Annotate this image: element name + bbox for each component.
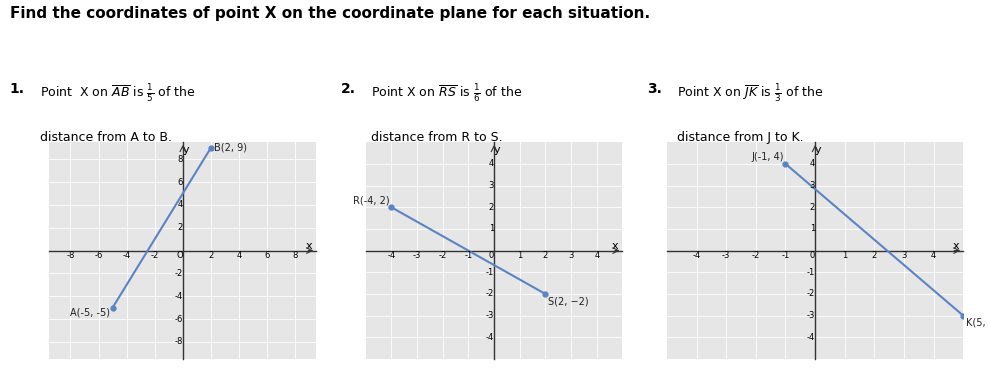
Text: 4: 4: [931, 251, 937, 260]
Text: -3: -3: [413, 251, 421, 260]
Text: -2: -2: [150, 251, 159, 260]
Text: -8: -8: [175, 337, 183, 346]
Text: 2: 2: [178, 223, 183, 232]
Text: 1.: 1.: [10, 82, 25, 96]
Text: 8: 8: [292, 251, 297, 260]
Text: 6: 6: [265, 251, 270, 260]
Text: 4: 4: [489, 159, 494, 168]
Text: 4: 4: [810, 159, 815, 168]
Text: O: O: [176, 251, 183, 260]
Text: Find the coordinates of point X on the coordinate plane for each situation.: Find the coordinates of point X on the c…: [10, 6, 650, 21]
Text: y: y: [183, 145, 190, 155]
Text: 3: 3: [568, 251, 574, 260]
Text: K(5, −3): K(5, −3): [966, 318, 988, 328]
Text: B(2, 9): B(2, 9): [213, 143, 247, 153]
Text: 2: 2: [810, 203, 815, 212]
Text: 1: 1: [489, 224, 494, 233]
Text: -3: -3: [807, 311, 815, 320]
Text: y: y: [815, 145, 822, 155]
Text: S(2, −2): S(2, −2): [548, 296, 589, 306]
Text: 2: 2: [208, 251, 213, 260]
Text: 1: 1: [810, 224, 815, 233]
Text: 8: 8: [178, 155, 183, 164]
Text: 3: 3: [810, 181, 815, 190]
Text: -2: -2: [807, 289, 815, 298]
Text: -4: -4: [387, 251, 395, 260]
Text: -8: -8: [66, 251, 75, 260]
Text: 3: 3: [901, 251, 907, 260]
Text: 3: 3: [489, 181, 494, 190]
Text: 2.: 2.: [341, 82, 356, 96]
Text: 4: 4: [178, 200, 183, 209]
Text: distance from A to B.: distance from A to B.: [40, 131, 172, 144]
Text: -4: -4: [175, 292, 183, 301]
Text: 2: 2: [489, 203, 494, 212]
Text: -4: -4: [807, 333, 815, 342]
Text: A(-5, -5): A(-5, -5): [70, 308, 110, 318]
Text: x: x: [612, 240, 618, 251]
Text: R(-4, 2): R(-4, 2): [354, 195, 390, 205]
Text: -6: -6: [175, 315, 183, 324]
Text: 2: 2: [542, 251, 548, 260]
Text: -1: -1: [807, 268, 815, 277]
Text: J(-1, 4): J(-1, 4): [752, 151, 783, 162]
Text: x: x: [305, 240, 312, 251]
Text: 6: 6: [178, 178, 183, 187]
Text: 3.: 3.: [647, 82, 662, 96]
Text: -1: -1: [464, 251, 472, 260]
Text: distance from R to S.: distance from R to S.: [370, 131, 502, 144]
Text: -2: -2: [486, 289, 494, 298]
Text: -1: -1: [782, 251, 789, 260]
Text: 0: 0: [810, 251, 815, 260]
Text: -6: -6: [94, 251, 103, 260]
Text: Point X on $\overline{JK}$ is $\frac{1}{3}$ of the: Point X on $\overline{JK}$ is $\frac{1}{…: [677, 82, 823, 104]
Text: Point X on $\overline{RS}$ is $\frac{1}{6}$ of the: Point X on $\overline{RS}$ is $\frac{1}{…: [370, 82, 522, 104]
Text: 4: 4: [594, 251, 600, 260]
Text: distance from J to K.: distance from J to K.: [677, 131, 803, 144]
Text: -3: -3: [722, 251, 730, 260]
Text: 0: 0: [489, 251, 494, 260]
Text: 2: 2: [871, 251, 877, 260]
Text: -2: -2: [175, 269, 183, 278]
Text: x: x: [952, 240, 958, 251]
Text: -2: -2: [439, 251, 447, 260]
Text: -4: -4: [123, 251, 130, 260]
Text: 1: 1: [842, 251, 848, 260]
Text: -3: -3: [486, 311, 494, 320]
Text: -4: -4: [693, 251, 700, 260]
Text: 4: 4: [236, 251, 241, 260]
Text: Point  X on $\overline{AB}$ is $\frac{1}{5}$ of the: Point X on $\overline{AB}$ is $\frac{1}{…: [40, 82, 196, 104]
Text: 1: 1: [517, 251, 523, 260]
Text: -2: -2: [752, 251, 760, 260]
Text: -1: -1: [486, 268, 494, 277]
Text: -4: -4: [486, 333, 494, 342]
Text: y: y: [494, 145, 501, 155]
